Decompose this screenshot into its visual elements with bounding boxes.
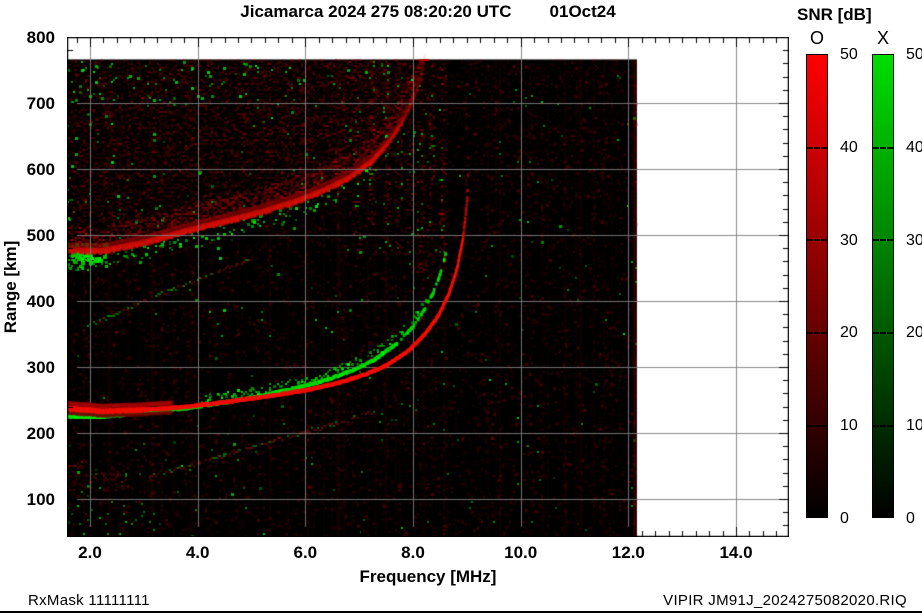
colorbar-dash bbox=[807, 147, 827, 149]
colorbar-tick-label: 20 bbox=[906, 324, 922, 342]
colorbar-o-gradient bbox=[806, 54, 828, 518]
colorbar-dash bbox=[873, 147, 893, 149]
plot-title-row: Jicamarca 2024 275 08:20:20 UTC 01Oct24 bbox=[67, 2, 789, 22]
colorbar-dash bbox=[873, 332, 893, 334]
colorbar-dash bbox=[873, 239, 893, 241]
x-tick-label: 6.0 bbox=[293, 543, 318, 562]
colorbar-dash bbox=[873, 425, 893, 427]
colorbar-tick-label: 20 bbox=[840, 324, 858, 342]
x-tick-label: 8.0 bbox=[401, 543, 425, 562]
plot-date: 01Oct24 bbox=[549, 2, 616, 21]
colorbar-tick-label: 30 bbox=[840, 231, 858, 249]
colorbar-tick-label: 0 bbox=[906, 510, 915, 527]
colorbar-o-mode-label: O bbox=[809, 28, 824, 48]
colorbar-dash bbox=[807, 425, 827, 427]
x-tick-label: 14.0 bbox=[719, 543, 753, 562]
colorbar-tick-label: 50 bbox=[906, 46, 922, 63]
x-axis-title: Frequency [MHz] bbox=[359, 567, 497, 586]
y-tick-label: 700 bbox=[26, 94, 55, 113]
data-file-text: VIPIR JM91J_2024275082020.RIQ bbox=[663, 592, 907, 609]
colorbar-tick-label: 10 bbox=[840, 417, 858, 435]
plot-title: Jicamarca 2024 275 08:20:20 UTC bbox=[240, 2, 512, 21]
y-tick-label: 300 bbox=[26, 358, 55, 377]
colorbar-tick-label: 40 bbox=[840, 138, 858, 156]
x-tick-label: 4.0 bbox=[185, 543, 210, 562]
x-tick-label: 2.0 bbox=[78, 543, 102, 562]
y-axis-title: Range [km] bbox=[1, 240, 20, 334]
x-tick-label: 10.0 bbox=[504, 543, 538, 562]
colorbar-tick-label: 40 bbox=[906, 138, 922, 156]
y-tick-label: 800 bbox=[26, 28, 55, 47]
y-tick-label: 400 bbox=[26, 292, 55, 311]
colorbar-tick-label: 0 bbox=[840, 510, 849, 527]
rxmask-text: RxMask 11111111 bbox=[28, 592, 150, 609]
y-tick-label: 500 bbox=[26, 226, 55, 245]
y-tick-label: 600 bbox=[26, 160, 55, 179]
x-tick-label: 12.0 bbox=[611, 543, 645, 562]
colorbar-x-mode-label: X bbox=[876, 28, 889, 48]
colorbar-x-gradient bbox=[872, 54, 894, 518]
colorbar-tick-label: 50 bbox=[840, 46, 858, 63]
y-tick-label: 100 bbox=[26, 490, 55, 509]
ionogram-plot-canvas bbox=[67, 37, 789, 537]
colorbar-tick-label: 30 bbox=[906, 231, 922, 249]
colorbar-dash bbox=[807, 239, 827, 241]
colorbar-title: SNR [dB] bbox=[797, 5, 872, 24]
y-tick-label: 200 bbox=[26, 424, 55, 443]
colorbar-dash bbox=[807, 332, 827, 334]
colorbar-tick-label: 10 bbox=[906, 417, 922, 435]
bottom-border-line bbox=[0, 611, 922, 613]
